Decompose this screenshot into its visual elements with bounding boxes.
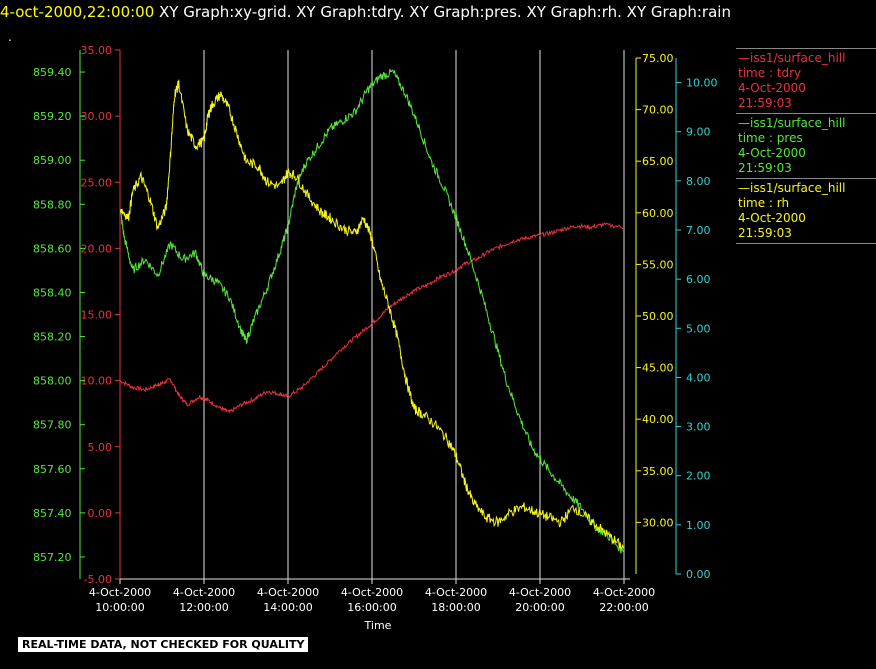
rain-tick-label: 7.00 <box>686 224 711 237</box>
legend-time: 21:59:03 <box>738 96 792 110</box>
legend-entry: —iss1/surface_hill time : tdry 4-Oct-2000 2… <box>736 48 876 114</box>
pres-tick-label: 859.40 <box>33 66 72 79</box>
legend: —iss1/surface_hill time : tdry 4-Oct-2000 2… <box>736 48 876 244</box>
pres-tick-label: 857.40 <box>33 507 72 520</box>
legend-station: —iss1/surface_hill <box>738 181 846 195</box>
rain-tick-label: 9.00 <box>686 126 711 139</box>
legend-station: —iss1/surface_hill <box>738 116 846 130</box>
x-tick-date: 4-Oct-2000 <box>341 586 403 599</box>
x-axis-label: Time <box>364 619 392 632</box>
rain-tick-label: 8.00 <box>686 175 711 188</box>
title-dot: . <box>8 30 12 44</box>
rain-tick-label: 2.00 <box>686 470 711 483</box>
graph-title: 4-oct-2000,22:00:00 XY Graph:xy-grid. XY… <box>0 3 731 21</box>
rain-tick-label: 10.00 <box>686 77 718 90</box>
rh-tick-label: 70.00 <box>642 104 674 117</box>
legend-entry: —iss1/surface_hill time : pres 4-Oct-2000 2… <box>736 114 876 179</box>
legend-field: time : pres <box>738 131 803 145</box>
legend-field: time : rh <box>738 196 790 210</box>
legend-field: time : tdry <box>738 66 802 80</box>
rain-tick-label: 3.00 <box>686 421 711 434</box>
pres-tick-label: 859.20 <box>33 110 72 123</box>
pres-tick-label: 858.00 <box>33 375 72 388</box>
rh-tick-label: 40.00 <box>642 413 674 426</box>
x-tick-time: 22:00:00 <box>599 601 648 614</box>
tdry-tick-label: 30.00 <box>81 110 113 123</box>
x-tick-date: 4-Oct-2000 <box>173 586 235 599</box>
rh-tick-label: 45.00 <box>642 362 674 375</box>
tdry-tick-label: 5.00 <box>88 441 113 454</box>
x-tick-date: 4-Oct-2000 <box>593 586 655 599</box>
rh-tick-label: 35.00 <box>642 465 674 478</box>
rh-tick-label: 65.00 <box>642 155 674 168</box>
tdry-tick-label: 20.00 <box>81 242 113 255</box>
rh-tick-label: 50.00 <box>642 310 674 323</box>
tdry-tick-label: -5.00 <box>84 573 112 586</box>
x-tick-date: 4-Oct-2000 <box>509 586 571 599</box>
x-tick-time: 10:00:00 <box>95 601 144 614</box>
legend-date: 4-Oct-2000 <box>738 211 806 225</box>
x-tick-time: 18:00:00 <box>431 601 480 614</box>
tdry-tick-label: 10.00 <box>81 375 113 388</box>
quality-disclaimer: REAL-TIME DATA, NOT CHECKED FOR QUALITY <box>18 637 309 652</box>
title-timestamp: 4-oct-2000,22:00:00 <box>0 3 155 21</box>
pres-tick-label: 857.80 <box>33 419 72 432</box>
legend-station: —iss1/surface_hill <box>738 51 846 65</box>
rain-tick-label: 5.00 <box>686 322 711 335</box>
rain-tick-label: 6.00 <box>686 273 711 286</box>
pres-tick-label: 857.60 <box>33 463 72 476</box>
x-tick-time: 20:00:00 <box>515 601 564 614</box>
rh-tick-label: 30.00 <box>642 516 674 529</box>
title-graph-list: XY Graph:xy-grid. XY Graph:tdry. XY Grap… <box>154 3 731 21</box>
rain-tick-label: 4.00 <box>686 371 711 384</box>
x-tick-date: 4-Oct-2000 <box>425 586 487 599</box>
tdry-tick-label: 25.00 <box>81 176 113 189</box>
legend-time: 21:59:03 <box>738 161 792 175</box>
tdry-tick-label: 0.00 <box>88 507 113 520</box>
rain-tick-label: 1.00 <box>686 519 711 532</box>
pres-tick-label: 858.80 <box>33 198 72 211</box>
x-tick-date: 4-Oct-2000 <box>89 586 151 599</box>
x-tick-date: 4-Oct-2000 <box>257 586 319 599</box>
tdry-tick-label: 15.00 <box>81 309 113 322</box>
pres-tick-label: 858.20 <box>33 331 72 344</box>
rh-tick-label: 60.00 <box>642 207 674 220</box>
tdry-tick-label: 35.00 <box>81 44 113 57</box>
pres-tick-label: 859.00 <box>33 154 72 167</box>
tdry-series-line <box>119 222 625 414</box>
rh-tick-label: 75.00 <box>642 52 674 65</box>
x-tick-time: 16:00:00 <box>347 601 396 614</box>
pres-tick-label: 857.20 <box>33 551 72 564</box>
pres-tick-label: 858.40 <box>33 286 72 299</box>
legend-date: 4-Oct-2000 <box>738 146 806 160</box>
legend-date: 4-Oct-2000 <box>738 81 806 95</box>
pres-tick-label: 858.60 <box>33 242 72 255</box>
legend-time: 21:59:03 <box>738 226 792 240</box>
rain-tick-label: 0.00 <box>686 568 711 581</box>
x-tick-time: 14:00:00 <box>263 601 312 614</box>
rh-series-line <box>120 79 625 550</box>
legend-entry: —iss1/surface_hill time : rh 4-Oct-2000 21:… <box>736 179 876 244</box>
rh-tick-label: 55.00 <box>642 258 674 271</box>
pres-series-line <box>119 68 625 554</box>
x-tick-time: 12:00:00 <box>179 601 228 614</box>
